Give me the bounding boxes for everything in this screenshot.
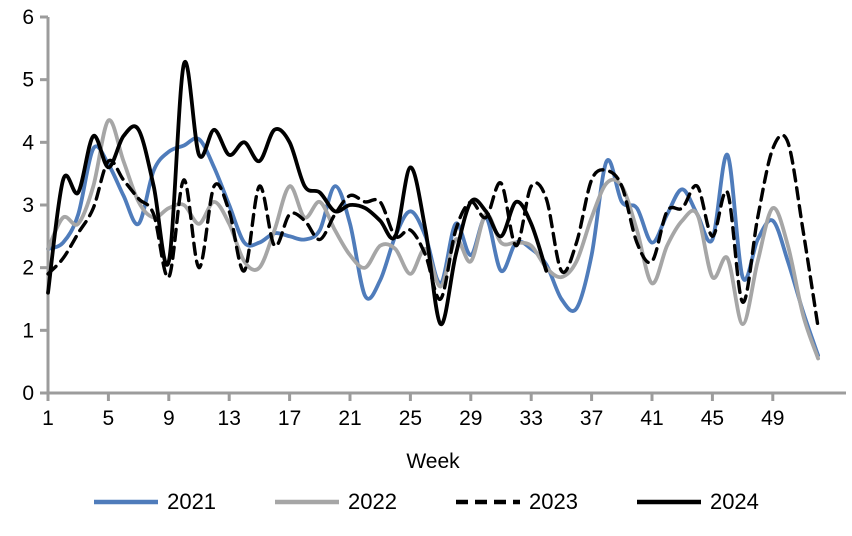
legend-label: 2021 <box>167 489 217 514</box>
legend-label: 2023 <box>529 489 578 514</box>
legend-item-2021: 2021 <box>93 491 216 513</box>
x-tick-label: 45 <box>701 407 724 430</box>
y-tick-label: 0 <box>22 382 34 405</box>
x-tick-label: 49 <box>761 407 784 430</box>
y-tick-label: 3 <box>22 194 34 217</box>
x-tick-label: 41 <box>640 407 663 430</box>
legend-label: 2024 <box>709 489 759 514</box>
x-tick-label: 9 <box>163 407 175 430</box>
legend-marker-2021 <box>94 499 159 505</box>
x-axis-title: Week <box>406 450 460 473</box>
series-line-2024 <box>46 59 549 327</box>
y-tick-label: 1 <box>22 319 34 342</box>
series-line-2022 <box>46 118 820 361</box>
x-tick-label: 17 <box>278 407 301 430</box>
x-tick-label: 33 <box>520 407 543 430</box>
legend-marker-2023 <box>456 499 520 505</box>
series-line-2023 <box>46 133 820 329</box>
legend-marker-2024 <box>636 499 701 505</box>
legend-item-2024: 2024 <box>636 491 759 513</box>
legend-marker-2022 <box>275 499 340 505</box>
legend-label: 2022 <box>348 489 397 514</box>
x-tick-label: 29 <box>459 407 482 430</box>
y-tick-label: 5 <box>22 69 34 92</box>
y-tick-label: 6 <box>22 6 34 29</box>
x-tick-label: 37 <box>580 407 603 430</box>
x-tick-label: 21 <box>338 407 361 430</box>
legend-item-2023: 2023 <box>455 491 578 513</box>
x-tick-label: 5 <box>103 407 115 430</box>
y-tick-label: 2 <box>22 257 34 280</box>
x-tick-label: 25 <box>399 407 422 430</box>
axes <box>46 17 846 395</box>
y-tick-label: 4 <box>22 131 34 154</box>
legend-item-2022: 2022 <box>274 491 397 513</box>
legend: 2021 2022 2023 2024 <box>0 491 852 513</box>
x-axis-ticks: 1 5 9 13 17 21 25 29 33 37 41 45 49 <box>42 393 784 430</box>
x-tick-label: 1 <box>42 407 54 430</box>
y-axis-ticks: 0 1 2 3 4 5 6 <box>22 6 48 405</box>
x-tick-label: 13 <box>218 407 241 430</box>
